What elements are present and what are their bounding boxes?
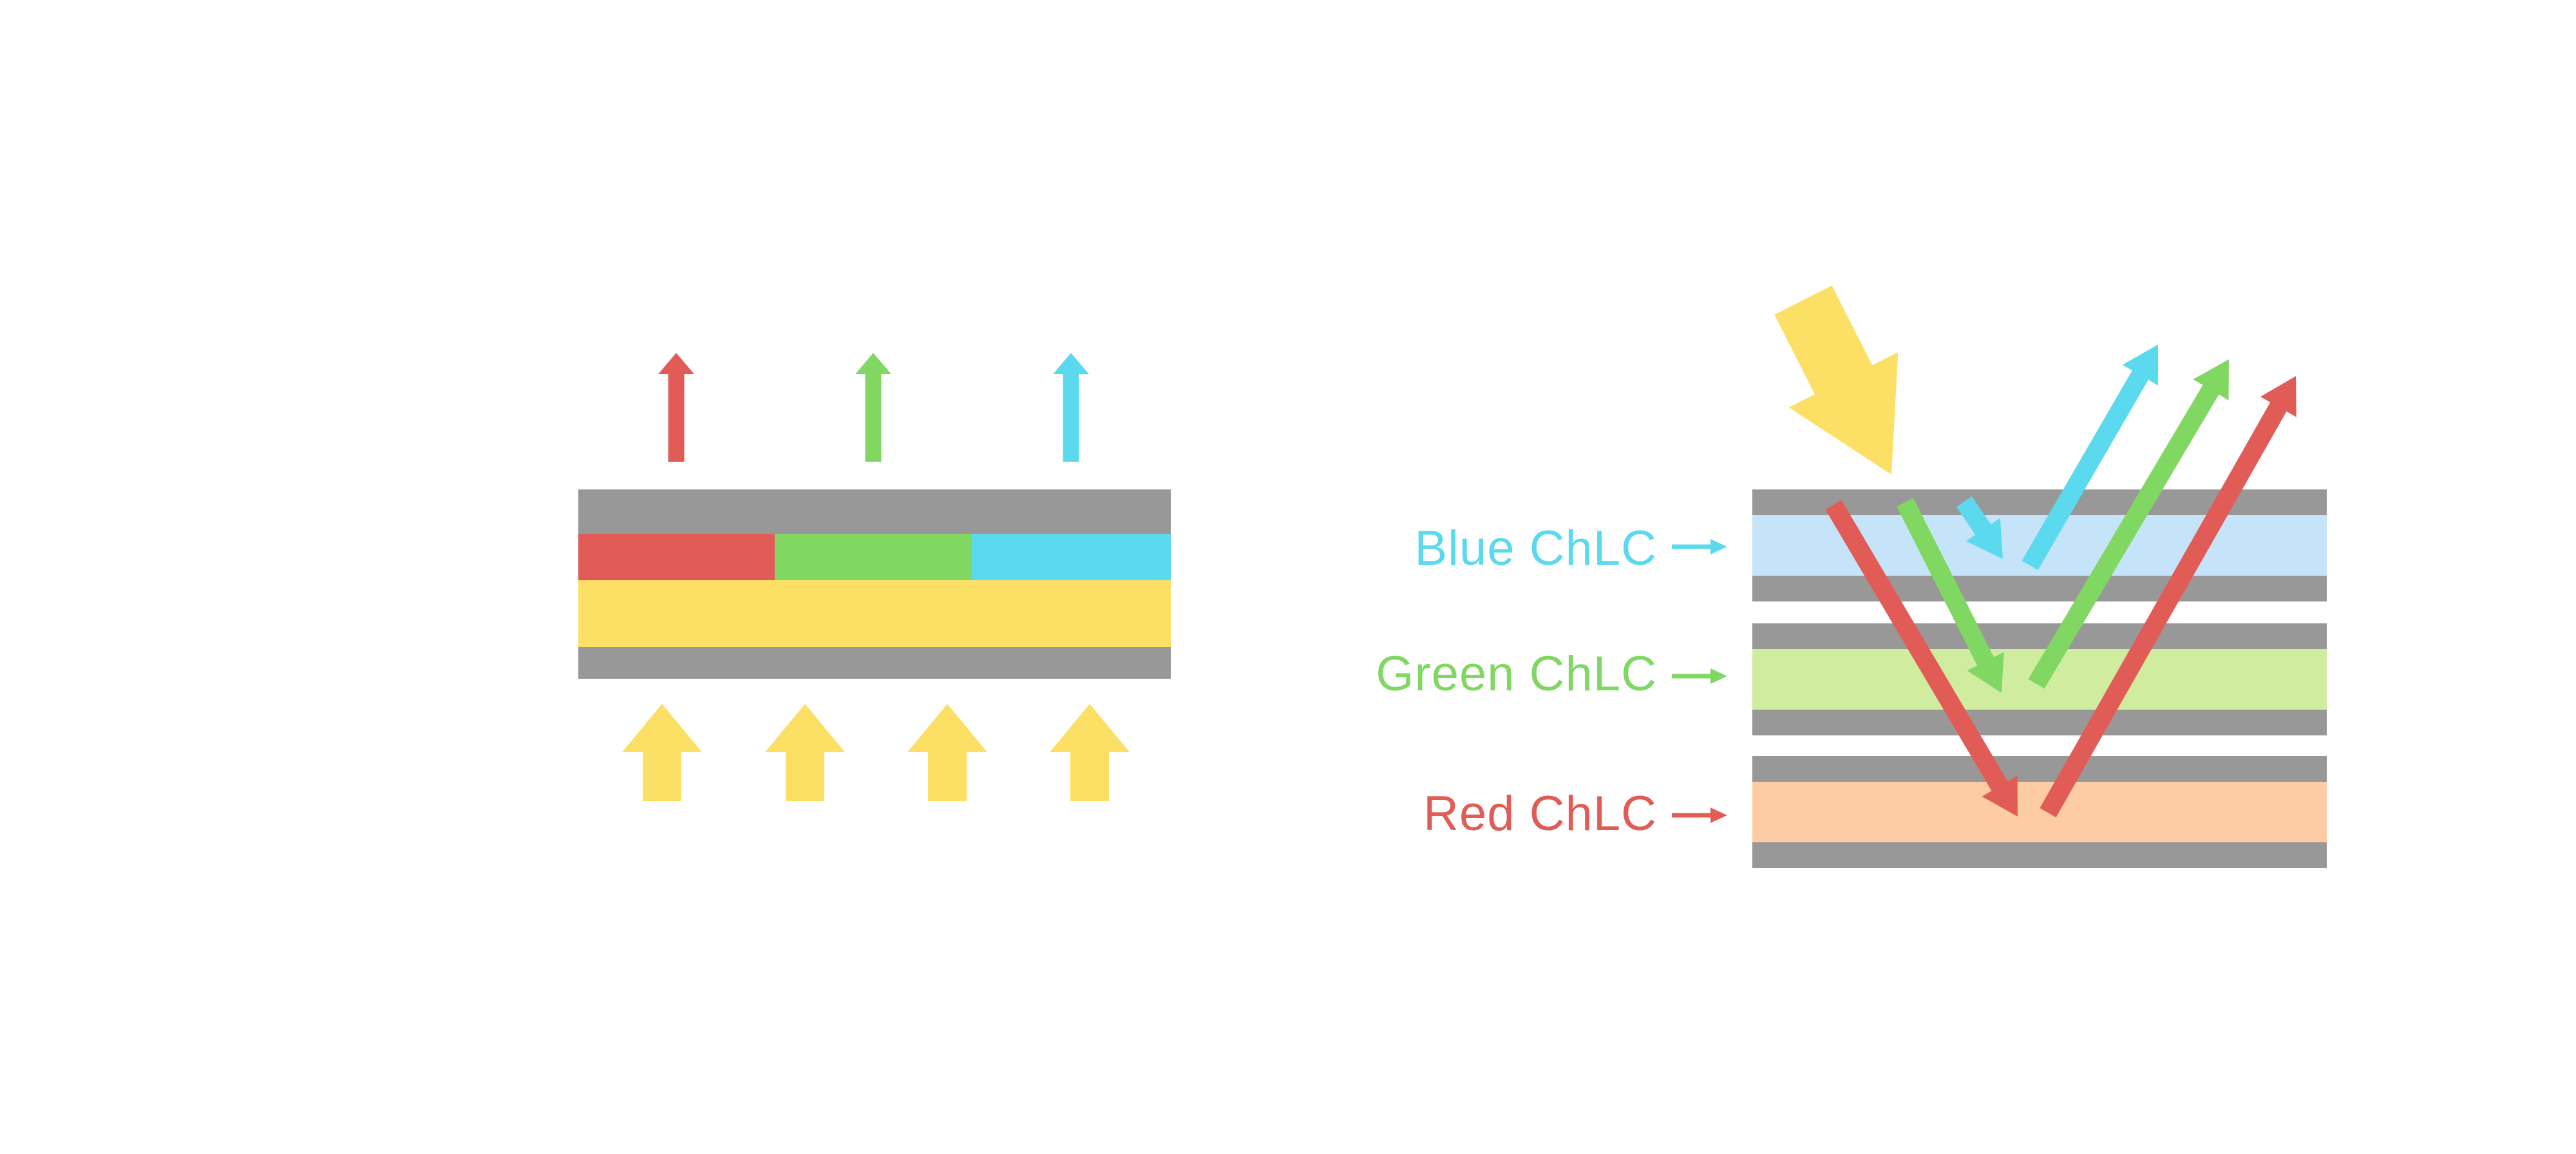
green-cell-top-substrate: [1752, 623, 2327, 649]
red-ray-down-arrow: [1825, 500, 2018, 817]
backlit-lcd-arrows: [622, 353, 1130, 801]
red-chlc-label-arrow: [1672, 808, 1727, 823]
green-subpixel: [775, 534, 972, 580]
backlight-layer: [578, 580, 1171, 647]
red-cell-bottom-substrate: [1752, 842, 2327, 868]
blue-chlc-label-arrow: [1672, 539, 1727, 554]
backlight-arrow-1: [622, 704, 702, 801]
backlight-arrow-3: [907, 704, 987, 801]
red-light-output-arrow: [658, 353, 694, 462]
blue-ray-down-arrow: [1956, 496, 2003, 559]
blue-light-output-arrow: [1053, 353, 1089, 462]
green-chlc-label-arrow: [1672, 668, 1727, 684]
green-light-output-arrow: [855, 353, 891, 462]
green-chlc-label: Green ChLC: [1376, 647, 1657, 701]
green-cell-bottom-substrate: [1752, 710, 2327, 735]
chlc-light-rays: [1774, 285, 2297, 818]
blue-chlc-label: Blue ChLC: [1414, 521, 1657, 576]
layer-label-pointers: [1672, 539, 1727, 823]
bottom-glass-layer: [578, 647, 1171, 679]
layer-labels: Blue ChLC Green ChLC Red ChLC: [1376, 521, 1657, 841]
green-ray-reflected-arrow: [2028, 359, 2229, 689]
red-chlc-layer: [1752, 782, 2327, 842]
top-glass-layer: [578, 489, 1171, 534]
backlight-arrow-4: [1050, 704, 1130, 801]
backlight-arrow-2: [765, 704, 845, 801]
blue-ray-reflected-arrow: [2022, 345, 2159, 571]
green-ray-down-arrow: [1897, 498, 2004, 693]
incident-white-light-arrow: [1774, 285, 1899, 475]
blue-subpixel: [972, 534, 1171, 580]
red-subpixel: [578, 534, 775, 580]
blue-cell-bottom-substrate: [1752, 576, 2327, 601]
red-ray-reflected-arrow: [2040, 376, 2297, 818]
backlit-lcd-stack: [578, 489, 1171, 679]
chlc-stack: [1752, 489, 2327, 868]
red-chlc-label: Red ChLC: [1423, 786, 1657, 841]
red-cell-top-substrate: [1752, 756, 2327, 782]
